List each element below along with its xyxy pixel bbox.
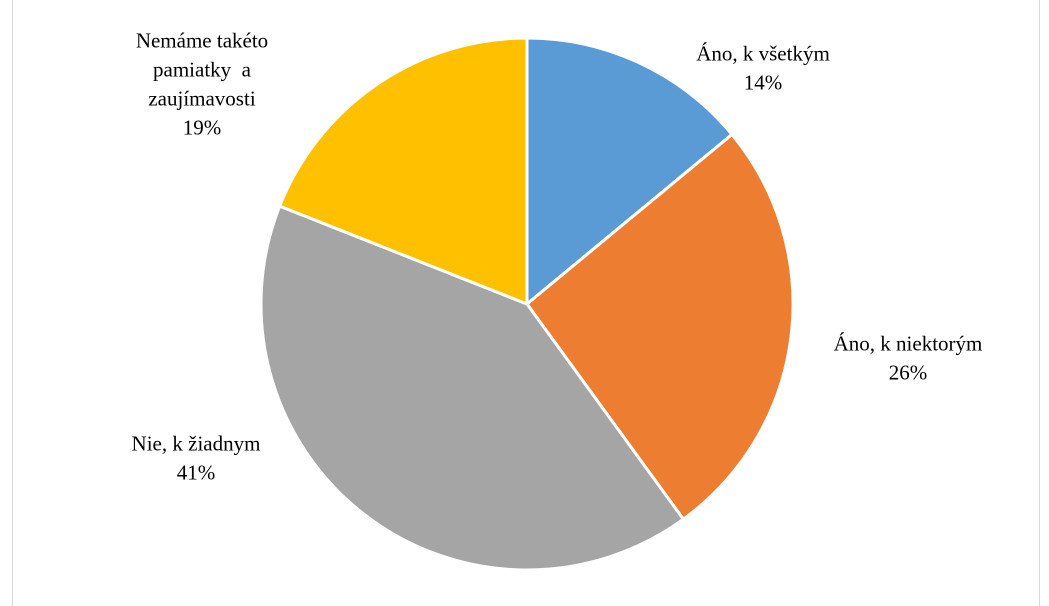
data-label-4: Nemáme takéto pamiatky a zaujímavosti 19% <box>136 29 268 140</box>
pie-slice-3 <box>259 204 686 572</box>
data-label-category: Áno, k všetkým <box>696 42 830 66</box>
data-label-percent: 26% <box>889 361 928 385</box>
data-label-3: Nie, k žiadnym 41% <box>132 432 261 485</box>
data-label-2: Áno, k niektorým 26% <box>834 332 983 385</box>
pie-slice-4 <box>277 36 529 307</box>
data-label-1: Áno, k všetkým 14% <box>696 42 830 95</box>
data-label-percent: 14% <box>744 71 783 95</box>
data-label-category: Áno, k niektorým <box>834 332 983 356</box>
data-label-category: Nie, k žiadnym <box>132 432 261 456</box>
data-label-category: Nemáme takéto <box>136 29 268 53</box>
pie-slice-1 <box>525 36 735 308</box>
pie-slice-2 <box>524 132 795 522</box>
data-label-percent: 19% <box>183 116 222 140</box>
data-label-category: zaujímavosti <box>148 87 255 111</box>
data-label-category: pamiatky a <box>153 58 252 82</box>
pie-slices <box>259 36 795 572</box>
data-label-percent: 41% <box>177 461 216 485</box>
pie-data-labels: Áno, k všetkým 14% Áno, k niektorým 26% Nie,… <box>132 29 983 485</box>
